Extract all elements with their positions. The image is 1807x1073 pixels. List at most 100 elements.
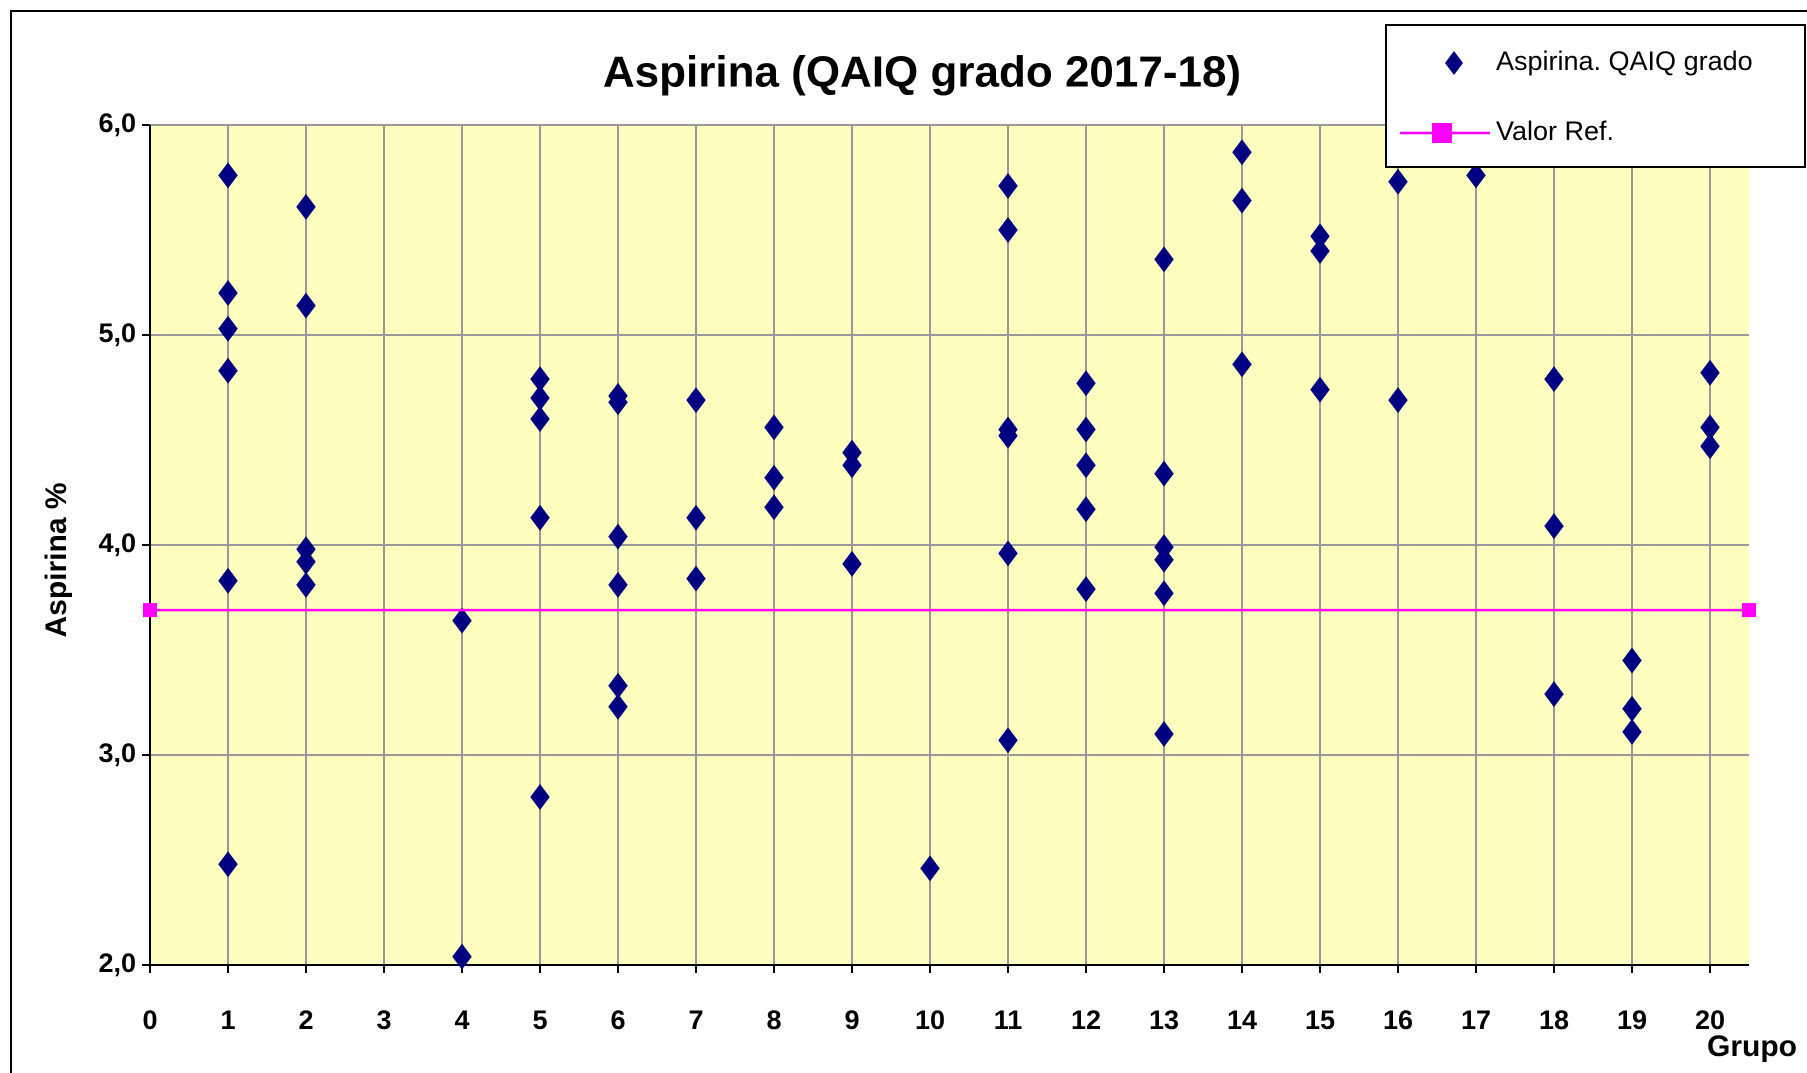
data-point bbox=[1388, 387, 1408, 414]
data-point bbox=[842, 452, 862, 479]
data-point bbox=[1154, 246, 1174, 273]
legend-marker bbox=[1432, 123, 1452, 143]
data-point bbox=[1232, 187, 1252, 214]
data-point bbox=[218, 280, 238, 306]
data-point bbox=[1076, 452, 1096, 479]
data-point bbox=[842, 550, 862, 577]
data-point bbox=[608, 672, 628, 699]
y-tick-label: 6,0 bbox=[98, 108, 136, 138]
data-point bbox=[530, 406, 550, 432]
ref-marker bbox=[1742, 603, 1756, 618]
x-tick-label: 19 bbox=[1617, 1005, 1647, 1035]
data-point bbox=[1232, 139, 1252, 166]
data-point bbox=[1388, 168, 1408, 195]
data-point bbox=[608, 389, 628, 416]
data-point bbox=[686, 565, 706, 592]
legend-label: Aspirina. QAIQ grado bbox=[1496, 46, 1753, 76]
x-tick-label: 3 bbox=[376, 1005, 391, 1035]
data-point bbox=[1310, 223, 1330, 250]
x-tick-label: 10 bbox=[915, 1005, 945, 1035]
data-point bbox=[1076, 496, 1096, 523]
data-point bbox=[1076, 370, 1096, 397]
y-tick-label: 3,0 bbox=[98, 738, 136, 768]
x-tick-label: 9 bbox=[844, 1005, 859, 1035]
data-point bbox=[1700, 359, 1720, 386]
data-point bbox=[1700, 433, 1720, 460]
data-point bbox=[218, 851, 238, 878]
data-point bbox=[452, 607, 472, 634]
data-point bbox=[530, 784, 550, 810]
data-point bbox=[998, 727, 1018, 754]
x-tick-label: 2 bbox=[298, 1005, 313, 1035]
x-tick-label: 15 bbox=[1305, 1005, 1335, 1035]
data-point bbox=[530, 366, 550, 393]
data-point bbox=[296, 548, 316, 575]
data-point bbox=[1544, 681, 1564, 708]
data-point bbox=[608, 693, 628, 720]
y-tick-label: 2,0 bbox=[98, 948, 136, 978]
data-point bbox=[1700, 414, 1720, 441]
data-point bbox=[998, 217, 1018, 243]
data-point bbox=[608, 523, 628, 550]
x-tick-label: 7 bbox=[688, 1005, 703, 1035]
data-point bbox=[1544, 366, 1564, 393]
x-tick-label: 12 bbox=[1071, 1005, 1101, 1035]
x-tick-label: 14 bbox=[1227, 1005, 1257, 1035]
y-tick-label: 5,0 bbox=[98, 318, 136, 348]
data-point bbox=[1076, 576, 1096, 603]
data-point bbox=[608, 571, 628, 598]
x-tick-label: 6 bbox=[610, 1005, 625, 1035]
data-point bbox=[1622, 695, 1642, 722]
data-point bbox=[1622, 718, 1642, 745]
data-point bbox=[218, 357, 238, 384]
data-point bbox=[218, 162, 238, 189]
data-point bbox=[530, 385, 550, 411]
x-tick-label: 11 bbox=[994, 1005, 1023, 1035]
data-point bbox=[296, 193, 316, 220]
x-tick-label: 1 bbox=[220, 1005, 235, 1035]
chart-border bbox=[10, 10, 1807, 1073]
data-point bbox=[686, 504, 706, 531]
x-tick-label: 8 bbox=[766, 1005, 781, 1035]
x-tick-label: 13 bbox=[1149, 1005, 1179, 1035]
data-point bbox=[530, 504, 550, 531]
legend-label: Valor Ref. bbox=[1496, 116, 1614, 146]
x-tick-label: 18 bbox=[1539, 1005, 1569, 1035]
data-point bbox=[296, 292, 316, 319]
data-point bbox=[998, 172, 1018, 199]
y-axis-label: Aspirina % bbox=[40, 482, 73, 637]
data-point bbox=[764, 414, 784, 441]
data-point bbox=[686, 387, 706, 414]
data-point bbox=[1544, 513, 1564, 540]
data-point bbox=[998, 540, 1018, 567]
x-tick-label: 20 bbox=[1695, 1005, 1725, 1035]
x-tick-label: 4 bbox=[454, 1005, 469, 1035]
chart-title: Aspirina (QAIQ grado 2017-18) bbox=[603, 48, 1241, 97]
data-point bbox=[296, 571, 316, 598]
x-tick-label: 5 bbox=[532, 1005, 547, 1035]
data-point bbox=[218, 315, 238, 342]
y-tick-label: 4,0 bbox=[98, 528, 136, 558]
data-point bbox=[998, 422, 1018, 449]
data-point bbox=[452, 943, 472, 970]
legend-marker bbox=[1445, 51, 1463, 75]
data-point bbox=[920, 855, 940, 882]
data-point bbox=[764, 464, 784, 491]
data-point bbox=[1154, 721, 1174, 747]
legend-box bbox=[1385, 24, 1806, 168]
ref-marker bbox=[143, 603, 157, 618]
data-point bbox=[1154, 546, 1174, 573]
data-point bbox=[218, 567, 238, 594]
data-point bbox=[1154, 460, 1174, 487]
data-point bbox=[1154, 580, 1174, 607]
data-point bbox=[1466, 162, 1486, 189]
data-point bbox=[1622, 647, 1642, 674]
data-point bbox=[1310, 238, 1330, 264]
data-point bbox=[1076, 416, 1096, 443]
data-point bbox=[1310, 376, 1330, 403]
x-tick-label: 0 bbox=[142, 1005, 157, 1035]
x-tick-label: 17 bbox=[1461, 1005, 1491, 1035]
data-point bbox=[764, 494, 784, 521]
x-axis-label: Grupo bbox=[1707, 1030, 1797, 1063]
